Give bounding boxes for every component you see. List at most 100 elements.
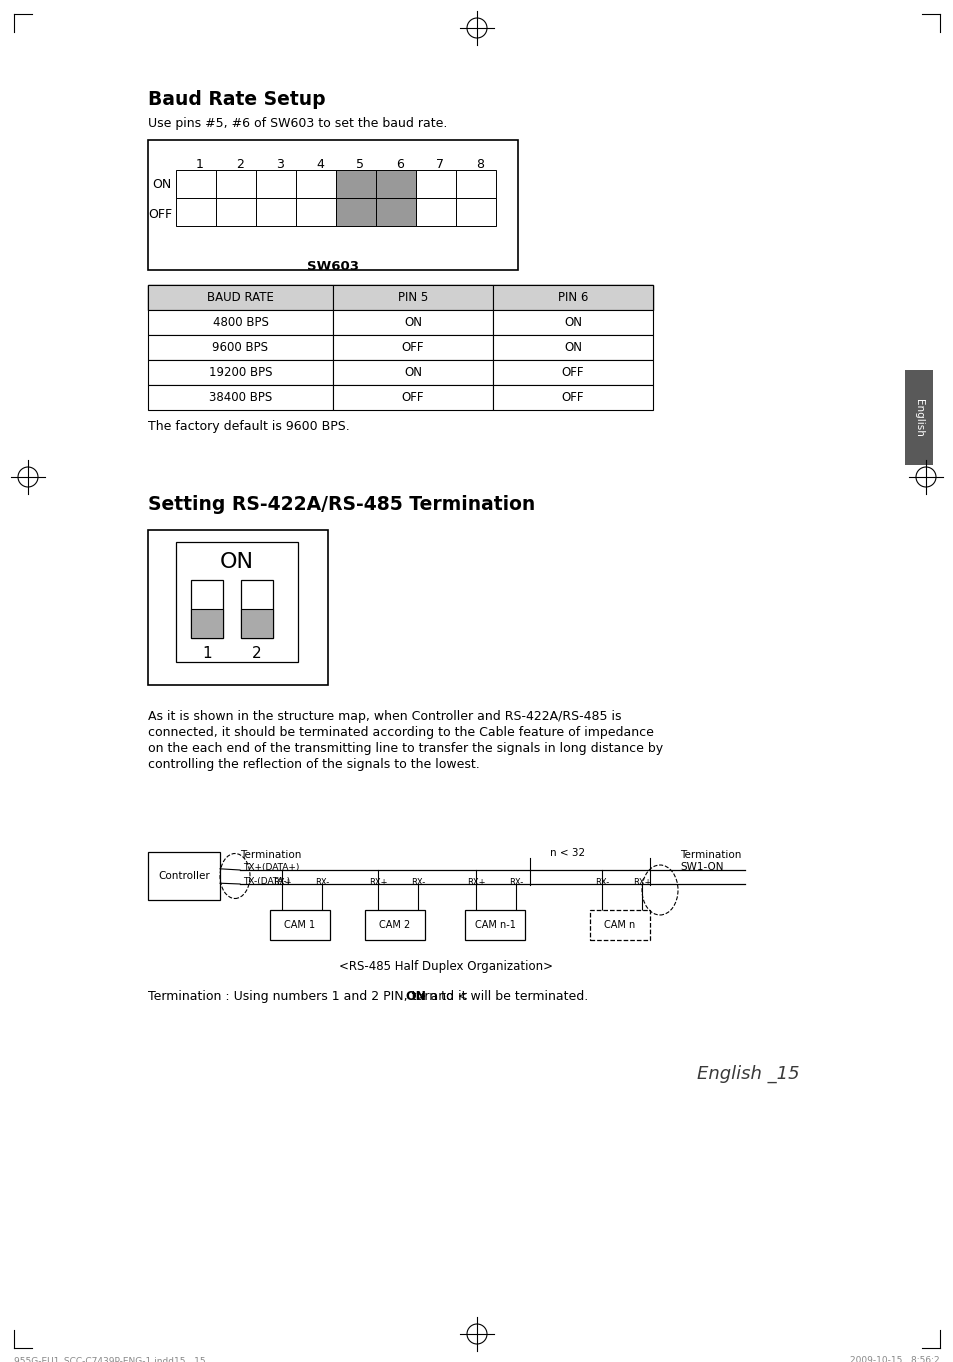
Text: BAUD RATE: BAUD RATE — [207, 291, 274, 304]
Text: OFF: OFF — [561, 366, 583, 379]
Bar — [215, 170, 255, 197]
Bar — [333, 311, 493, 335]
Bar — [904, 370, 932, 464]
Bar — [175, 197, 215, 226]
Text: Termination: Termination — [679, 850, 740, 859]
Bar — [148, 360, 333, 385]
Text: English _15: English _15 — [697, 1065, 800, 1083]
Text: 9600 BPS: 9600 BPS — [213, 340, 268, 354]
Text: 7: 7 — [436, 158, 443, 172]
Bar — [493, 285, 652, 311]
Bar — [148, 311, 333, 335]
Bar — [464, 910, 524, 940]
Text: CAM 1: CAM 1 — [284, 919, 315, 930]
Text: Termination : Using numbers 1 and 2 PIN, turn to <: Termination : Using numbers 1 and 2 PIN,… — [148, 990, 468, 1002]
Bar — [456, 197, 496, 226]
Bar — [335, 170, 375, 197]
Text: SW1-ON: SW1-ON — [679, 862, 722, 872]
Text: CAM 2: CAM 2 — [379, 919, 410, 930]
Text: 4800 BPS: 4800 BPS — [213, 316, 268, 330]
Text: PIN 5: PIN 5 — [397, 291, 428, 304]
Bar — [148, 385, 333, 410]
Text: 2009-10-15   8:56:2: 2009-10-15 8:56:2 — [849, 1357, 939, 1362]
Text: <RS-485 Half Duplex Organization>: <RS-485 Half Duplex Organization> — [339, 960, 553, 972]
Text: As it is shown in the structure map, when Controller and RS-422A/RS-485 is: As it is shown in the structure map, whe… — [148, 710, 620, 723]
Text: connected, it should be terminated according to the Cable feature of impedance: connected, it should be terminated accor… — [148, 726, 653, 740]
Bar — [241, 580, 273, 637]
Bar — [295, 197, 335, 226]
Bar — [295, 170, 335, 197]
Text: 3: 3 — [275, 158, 284, 172]
Text: PIN 6: PIN 6 — [558, 291, 588, 304]
Bar — [493, 335, 652, 360]
Bar — [148, 853, 220, 900]
Text: 1: 1 — [202, 646, 212, 661]
Text: 2: 2 — [252, 646, 261, 661]
Text: OFF: OFF — [148, 208, 172, 222]
Bar — [589, 910, 649, 940]
Text: ON: ON — [563, 316, 581, 330]
Text: RX-: RX- — [595, 878, 608, 887]
Bar — [333, 335, 493, 360]
Bar — [255, 197, 295, 226]
Text: Termination: Termination — [240, 850, 301, 859]
Text: ON: ON — [152, 178, 172, 192]
Text: TX-(DATA-): TX-(DATA-) — [243, 877, 290, 887]
Text: Setting RS-422A/RS-485 Termination: Setting RS-422A/RS-485 Termination — [148, 494, 535, 513]
Text: Baud Rate Setup: Baud Rate Setup — [148, 90, 325, 109]
Bar — [148, 140, 517, 270]
Text: 5: 5 — [355, 158, 364, 172]
Text: RX+: RX+ — [632, 878, 651, 887]
Text: The factory default is 9600 BPS.: The factory default is 9600 BPS. — [148, 419, 350, 433]
Bar — [148, 285, 333, 311]
Bar — [416, 197, 456, 226]
Text: OFF: OFF — [401, 391, 424, 405]
Bar — [175, 170, 215, 197]
Text: RX-: RX- — [314, 878, 329, 887]
Text: ON: ON — [563, 340, 581, 354]
Bar — [215, 197, 255, 226]
Bar — [270, 910, 330, 940]
Bar — [333, 360, 493, 385]
Text: 6: 6 — [395, 158, 403, 172]
Bar — [148, 335, 333, 360]
Text: English: English — [913, 399, 923, 436]
Text: 1: 1 — [196, 158, 204, 172]
Bar — [365, 910, 424, 940]
Text: n < 32: n < 32 — [550, 849, 584, 858]
Bar — [255, 170, 295, 197]
Text: CAM n: CAM n — [604, 919, 635, 930]
Bar — [191, 609, 223, 637]
Text: Use pins #5, #6 of SW603 to set the baud rate.: Use pins #5, #6 of SW603 to set the baud… — [148, 117, 447, 129]
Text: RX+: RX+ — [369, 878, 387, 887]
Text: ON: ON — [405, 990, 426, 1002]
Text: controlling the reflection of the signals to the lowest.: controlling the reflection of the signal… — [148, 759, 479, 771]
Bar — [416, 170, 456, 197]
Text: > and it will be terminated.: > and it will be terminated. — [416, 990, 587, 1002]
Text: OFF: OFF — [561, 391, 583, 405]
Text: 38400 BPS: 38400 BPS — [209, 391, 272, 405]
Text: CAM n-1: CAM n-1 — [474, 919, 515, 930]
Bar — [333, 285, 493, 311]
Text: 2: 2 — [235, 158, 244, 172]
Text: OFF: OFF — [401, 340, 424, 354]
Bar — [375, 197, 416, 226]
Bar — [493, 311, 652, 335]
Text: ON: ON — [403, 316, 421, 330]
Text: 955G-EU1_SCC-C7439P-ENG-1.indd15   15: 955G-EU1_SCC-C7439P-ENG-1.indd15 15 — [14, 1357, 206, 1362]
Text: Controller: Controller — [158, 872, 210, 881]
Text: 4: 4 — [315, 158, 324, 172]
Text: ON: ON — [403, 366, 421, 379]
Bar — [148, 285, 652, 311]
Text: RX+: RX+ — [273, 878, 291, 887]
Bar — [493, 360, 652, 385]
Bar — [148, 530, 328, 685]
Text: on the each end of the transmitting line to transfer the signals in long distanc: on the each end of the transmitting line… — [148, 742, 662, 755]
Bar — [375, 170, 416, 197]
Text: SW603: SW603 — [307, 260, 358, 272]
Bar — [493, 385, 652, 410]
Bar — [191, 580, 223, 637]
Bar — [456, 170, 496, 197]
Text: RX+: RX+ — [466, 878, 485, 887]
Text: RX-: RX- — [411, 878, 425, 887]
